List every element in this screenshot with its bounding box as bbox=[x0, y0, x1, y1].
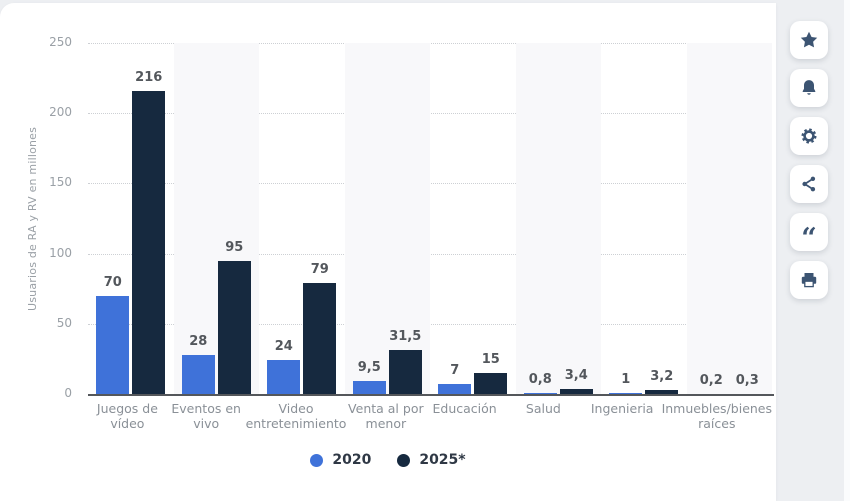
bar-2020[interactable] bbox=[267, 360, 301, 394]
y-tick-label: 100 bbox=[49, 245, 72, 260]
bar-groups: 70 216 28 95 24 79 9,5 31,5 7 15 0,8 3,4 1 3,2 0,2 0,3 bbox=[88, 43, 772, 394]
share-button[interactable] bbox=[790, 165, 828, 203]
bar-2020[interactable] bbox=[694, 393, 728, 394]
x-category-label: Salud bbox=[525, 401, 561, 416]
legend: 2020 2025* bbox=[0, 452, 776, 468]
legend-swatch bbox=[397, 453, 411, 467]
bar-value-label: 7 bbox=[450, 363, 460, 379]
x-category-label: Ingenieria bbox=[590, 401, 654, 416]
bell-icon bbox=[799, 78, 819, 98]
print-button[interactable] bbox=[790, 261, 828, 299]
bar-2020[interactable] bbox=[438, 384, 472, 394]
bar-group: 28 95 bbox=[173, 43, 259, 394]
bar-value-label: 3,2 bbox=[650, 368, 674, 384]
legend-item[interactable]: 2025* bbox=[397, 452, 466, 468]
gridline bbox=[88, 323, 772, 325]
cite-button[interactable]: “ bbox=[790, 213, 828, 254]
bar-2020[interactable] bbox=[181, 354, 215, 394]
bar-2025[interactable] bbox=[132, 90, 166, 394]
x-category-label: Educación bbox=[432, 401, 497, 416]
bar-value-label: 95 bbox=[225, 239, 244, 255]
plot-area: 70 216 28 95 24 79 9,5 31,5 7 15 0,8 3,4 1 3,2 0,2 0,3 bbox=[88, 43, 772, 394]
y-axis-ticks: 0 50 100 150 200 250 bbox=[34, 35, 80, 400]
bar-group: 9,5 31,5 bbox=[344, 43, 430, 394]
bar-group: 70 216 bbox=[88, 43, 174, 394]
bar-value-label: 28 bbox=[189, 333, 208, 349]
bar-value-label: 9,5 bbox=[357, 359, 381, 375]
x-category-labels: Juegos de vídeo Eventos en vivo Video entrete… bbox=[88, 401, 772, 431]
legend-item[interactable]: 2020 bbox=[310, 452, 371, 468]
bar-2020[interactable] bbox=[609, 392, 643, 394]
page-edge-strip bbox=[844, 0, 850, 501]
y-tick-label: 0 bbox=[64, 386, 72, 400]
favorite-button[interactable] bbox=[790, 21, 828, 59]
y-tick-label: 200 bbox=[49, 105, 72, 120]
x-category-label: Juegos de vídeo bbox=[96, 401, 158, 431]
x-category-label: Venta al por menor bbox=[348, 401, 424, 431]
bar-group: 24 79 bbox=[259, 43, 345, 394]
chart-card: Usuarios de RA y RV en millones 0 50 100 15… bbox=[0, 3, 776, 501]
share-icon bbox=[799, 174, 819, 194]
star-icon bbox=[799, 30, 819, 50]
bar-2020[interactable] bbox=[352, 380, 386, 394]
bar-value-label: 70 bbox=[103, 274, 122, 290]
bar-group: 0,2 0,3 bbox=[686, 43, 772, 394]
bar-value-label: 1 bbox=[621, 371, 631, 387]
y-tick-label: 50 bbox=[56, 315, 72, 330]
bar-2025[interactable] bbox=[730, 393, 764, 394]
x-category-label: Video entretenimiento bbox=[245, 401, 347, 431]
bar-value-label: 0,3 bbox=[735, 372, 759, 388]
gear-icon bbox=[799, 126, 819, 146]
bar-2025[interactable] bbox=[559, 389, 593, 394]
legend-swatch bbox=[310, 453, 324, 467]
bar-group: 1 3,2 bbox=[601, 43, 687, 394]
y-tick-label: 150 bbox=[49, 175, 72, 190]
bar-2025[interactable] bbox=[474, 372, 508, 394]
bar-value-label: 216 bbox=[135, 69, 163, 85]
bar-value-label: 0,8 bbox=[528, 371, 552, 387]
bar-2025[interactable] bbox=[388, 349, 422, 394]
bar-2020[interactable] bbox=[523, 392, 557, 394]
quote-icon: “ bbox=[801, 223, 817, 254]
alerts-button[interactable] bbox=[790, 69, 828, 107]
gridline bbox=[88, 183, 772, 185]
bar-value-label: 0,2 bbox=[699, 372, 723, 388]
settings-button[interactable] bbox=[790, 117, 828, 155]
bar-2020[interactable] bbox=[96, 295, 130, 394]
legend-label: 2025* bbox=[419, 452, 466, 468]
bar-group: 7 15 bbox=[430, 43, 516, 394]
y-tick-label: 250 bbox=[49, 35, 72, 49]
bar-value-label: 3,4 bbox=[564, 368, 588, 384]
bar-value-label: 31,5 bbox=[389, 328, 422, 344]
bar-group: 0,8 3,4 bbox=[515, 43, 601, 394]
bar-value-label: 79 bbox=[310, 262, 329, 278]
printer-icon bbox=[799, 270, 819, 290]
action-toolbar: “ bbox=[790, 21, 828, 299]
bar-value-label: 15 bbox=[481, 351, 500, 367]
x-axis-line bbox=[88, 394, 774, 396]
gridline bbox=[88, 113, 772, 115]
x-category-label: Inmuebles/bienes raíces bbox=[661, 401, 773, 431]
bar-2025[interactable] bbox=[303, 283, 337, 394]
bar-2025[interactable] bbox=[217, 260, 251, 394]
gridline bbox=[88, 253, 772, 255]
legend-label: 2020 bbox=[332, 452, 372, 468]
x-category-label: Eventos en vivo bbox=[171, 401, 241, 431]
gridline bbox=[88, 43, 772, 44]
bar-2025[interactable] bbox=[645, 389, 679, 394]
bar-value-label: 24 bbox=[274, 339, 293, 355]
